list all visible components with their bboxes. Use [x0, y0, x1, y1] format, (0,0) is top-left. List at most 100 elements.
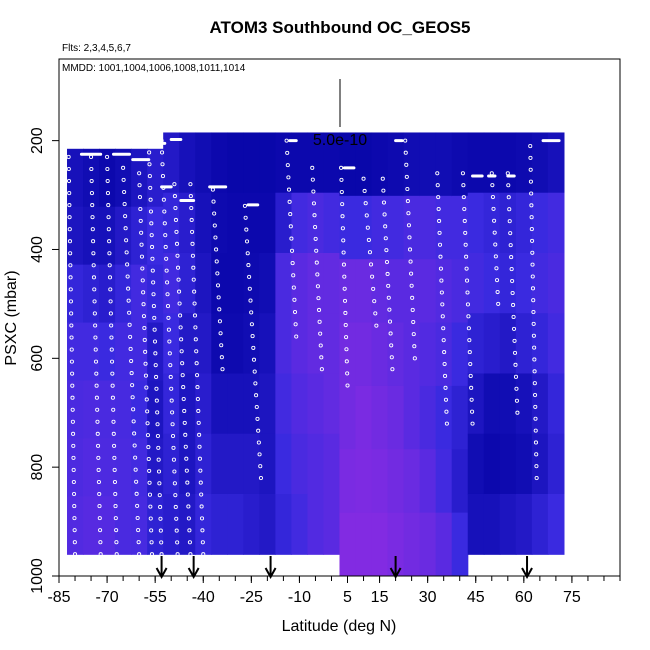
flight-sample-point [311, 201, 316, 206]
heatmap-cell [227, 192, 244, 254]
flight-sample-point [159, 138, 164, 143]
flight-sample-point [340, 202, 345, 207]
heatmap-cell [547, 433, 565, 495]
heatmap-cell [195, 373, 212, 435]
flight-sample-point [176, 277, 181, 282]
flight-sample-point [315, 272, 320, 277]
flight-sample-point [128, 334, 133, 339]
flight-sample-point [114, 528, 119, 533]
flight-sample-point [534, 464, 539, 469]
flight-sample-point [250, 334, 255, 339]
heatmap-cell [163, 192, 180, 254]
flight-sample-point [175, 265, 181, 270]
flight-sample-point [198, 480, 203, 485]
flight-sample-point [107, 275, 113, 280]
flight-sample-point [121, 177, 126, 182]
x-tick-label: -85 [47, 589, 70, 606]
flight-sample-point [470, 409, 475, 414]
flight-sample-point [195, 373, 200, 378]
flight-sample-point [468, 361, 473, 367]
flight-sample-point [136, 528, 141, 533]
flight-sample-point [105, 154, 110, 160]
flight-sample-point [171, 445, 176, 450]
flight-sample-point [528, 155, 533, 160]
flight-sample-point [342, 274, 347, 279]
flight-sample-point [72, 552, 78, 557]
flight-sample-point [162, 209, 167, 214]
flight-sample-point [134, 479, 139, 484]
flight-sample-point [180, 361, 185, 366]
flight-sample-point [183, 432, 188, 437]
flight-sample-point [528, 179, 533, 184]
flight-sample-point [389, 355, 394, 360]
heatmap-cell [179, 493, 196, 555]
flight-sample-point [530, 238, 535, 243]
down-arrow-icon [187, 556, 200, 580]
flight-sample-point [510, 278, 515, 284]
flight-sample-point [169, 398, 174, 403]
heatmap-cell [355, 259, 373, 324]
heatmap-cell [403, 385, 421, 450]
flight-sample-point [124, 250, 129, 255]
flight-sample-point [314, 260, 319, 265]
flight-sample-point [287, 199, 292, 204]
flight-sample-point [530, 286, 536, 291]
flight-sample-point [406, 211, 411, 216]
heatmap-cell [435, 449, 453, 514]
heatmap-cell [83, 322, 100, 382]
flight-sample-point [145, 433, 151, 438]
flight-sample-point [66, 166, 71, 172]
flight-sample-point [173, 217, 179, 223]
flight-sample-point [211, 199, 216, 204]
flight-sample-point [390, 367, 395, 372]
flight-sample-point [214, 259, 219, 264]
flight-sample-point [97, 491, 102, 497]
flight-sample-point [93, 335, 98, 340]
flight-sample-point [170, 422, 175, 427]
heatmap-cell [211, 252, 228, 314]
flight-sample-point [143, 373, 149, 378]
flight-sample-point [111, 419, 116, 424]
heatmap-cell [131, 322, 148, 382]
flight-sample-point [411, 319, 416, 325]
flight-sample-point [412, 344, 417, 349]
x-tick-label: 60 [515, 589, 533, 606]
flight-sample-point [128, 346, 133, 352]
flight-sample-point [284, 138, 289, 143]
flight-sample-point [199, 492, 204, 497]
heatmap-cell [531, 192, 549, 254]
flight-sample-point [113, 491, 118, 497]
heatmap-cell [355, 449, 373, 514]
heatmap-cell [531, 252, 549, 314]
heatmap-cell [99, 322, 116, 382]
flight-sample-point [442, 361, 447, 367]
flight-sample-point [105, 191, 111, 196]
flight-sample-point [71, 479, 76, 485]
heatmap-cell [387, 385, 405, 450]
flight-sample-point [494, 278, 500, 283]
flight-sample-point [339, 177, 344, 182]
flight-sample-point [171, 457, 176, 462]
flight-sample-point [345, 371, 350, 376]
flight-sample-point [197, 456, 202, 461]
flight-sample-point [339, 165, 344, 170]
flight-sample-point [200, 540, 205, 545]
flight-sample-point [515, 410, 520, 415]
flight-sample-point [190, 229, 195, 234]
flight-sample-point [90, 215, 95, 220]
heatmap-cell [115, 496, 132, 555]
scale-label: 5.0e-10 [313, 132, 367, 149]
flight-sample-point [492, 230, 497, 235]
flight-sample-point [67, 227, 72, 232]
flight-sample-point [155, 434, 160, 439]
flight-sample-point [69, 347, 74, 352]
flight-sample-point [409, 271, 414, 276]
flight-sample-point [385, 271, 390, 277]
flight-sample-point [437, 230, 442, 235]
flight-sample-point [175, 552, 180, 557]
flight-sample-point [373, 311, 378, 316]
heatmap-cell [179, 192, 196, 254]
flight-sample-point [462, 206, 467, 212]
flight-sample-point [532, 345, 537, 350]
heatmap-cell [131, 496, 148, 555]
